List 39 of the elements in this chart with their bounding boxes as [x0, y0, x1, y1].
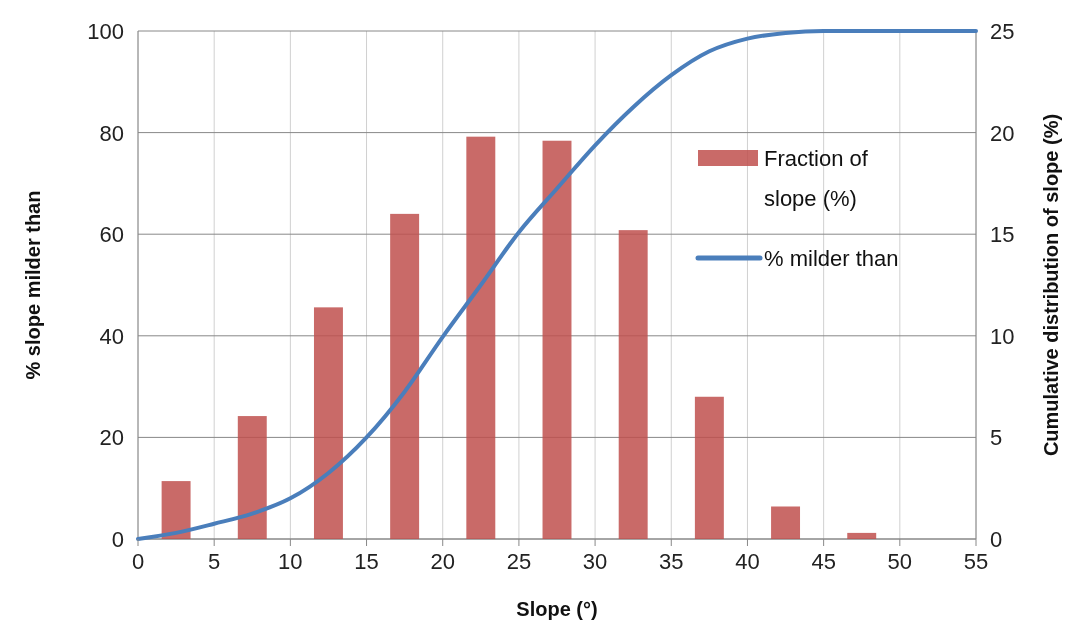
bar	[618, 230, 648, 539]
x-tick-label: 0	[131, 549, 145, 574]
y-tick-label: 0	[111, 527, 124, 552]
x-tick-label: 5	[208, 549, 221, 574]
y-tick-label: 80	[99, 120, 124, 146]
x-tick-label: 50	[887, 549, 913, 574]
y-axis-title: % slope milder than	[22, 190, 44, 380]
x-tick-label: 40	[735, 549, 760, 574]
x-tick-label: 30	[582, 549, 608, 574]
bar	[694, 396, 724, 539]
y2-tick-label: 20	[990, 120, 1015, 146]
x-tick-label: 15	[354, 549, 379, 574]
bar	[847, 532, 877, 539]
y2-tick-label: 5	[990, 425, 1003, 451]
y2-tick-label: 25	[990, 19, 1015, 44]
x-tick-label: 45	[811, 549, 836, 574]
y2-tick-label: 0	[990, 527, 1003, 552]
x-tick-label: 35	[659, 549, 684, 574]
bar	[237, 416, 267, 539]
legend-label: % milder than	[764, 246, 899, 271]
y-tick-label: 100	[87, 19, 124, 44]
bar	[390, 213, 420, 539]
bar	[771, 506, 801, 539]
x-tick-label: 20	[430, 549, 455, 574]
y2-tick-label: 15	[990, 222, 1015, 248]
x-axis-title: Slope (°)	[516, 598, 598, 620]
x-tick-label: 25	[506, 549, 532, 574]
bar	[466, 136, 496, 539]
y-tick-label: 60	[99, 222, 124, 248]
y-tick-label: 40	[99, 323, 124, 349]
bar	[313, 307, 343, 539]
bar	[542, 140, 572, 539]
legend-label: Fraction of slope (%)	[764, 146, 869, 211]
y2-axis-title: Cumulative distribution of slope (%)	[1040, 113, 1062, 457]
y2-tick-label: 10	[990, 323, 1015, 349]
bar	[161, 481, 191, 539]
x-tick-label: 10	[278, 549, 303, 574]
y-tick-label: 20	[99, 425, 124, 451]
x-tick-label: 55	[963, 549, 989, 574]
